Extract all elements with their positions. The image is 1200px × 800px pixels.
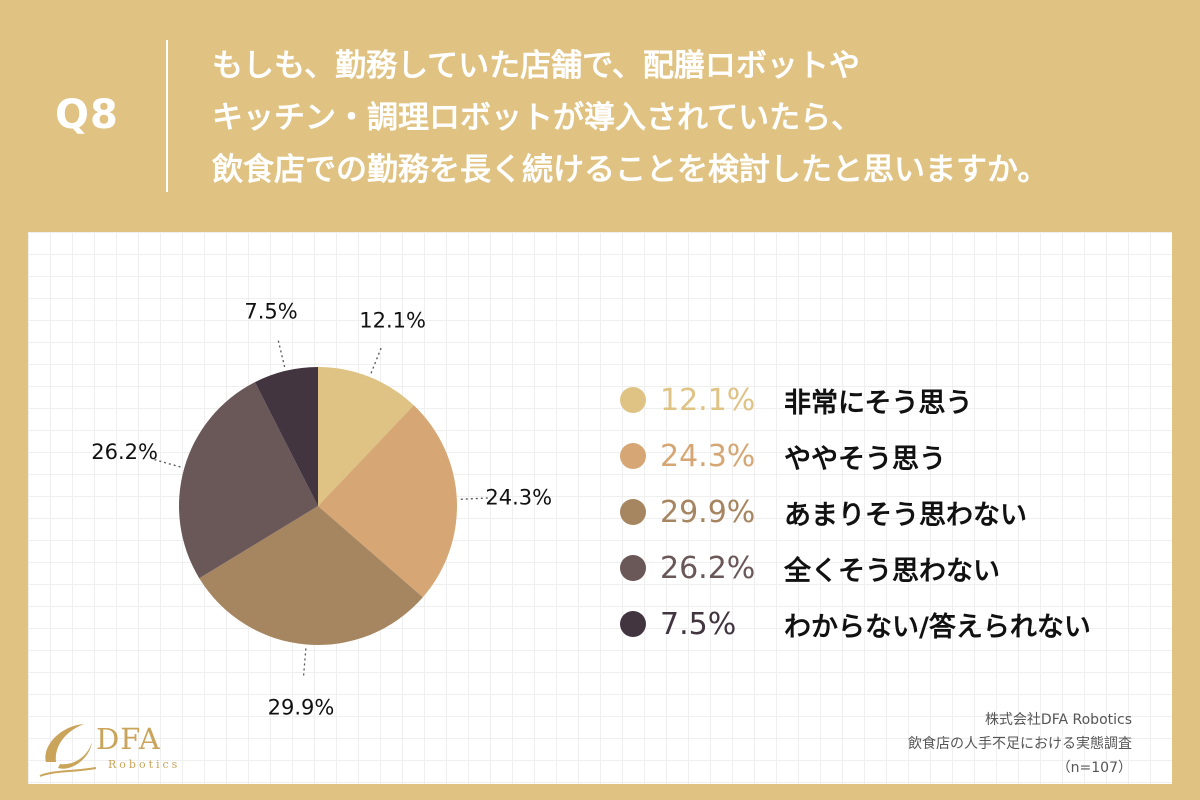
chart-panel: 12.1% 24.3% 29.9% 26.2% 7.5% 12.1% 非常にそう思う 2… <box>28 232 1172 784</box>
logo-name: DFA <box>96 722 161 756</box>
legend-label: 全くそう思わない <box>784 555 1000 587</box>
pie-leader-line <box>370 345 383 374</box>
legend-item: 7.5% わからない/答えられない <box>620 596 1160 652</box>
pie-slice <box>318 405 458 598</box>
source-note: 株式会社DFA Robotics 飲食店の人手不足における実態調査 （n=107… <box>908 708 1132 780</box>
legend-label: 非常にそう思う <box>784 387 973 419</box>
legend-label: わからない/答えられない <box>784 611 1091 643</box>
company-name: 株式会社DFA Robotics <box>984 712 1132 728</box>
legend-swatch <box>620 555 646 581</box>
legend-percent: 12.1% <box>660 382 756 418</box>
dfa-logo: DFA Robotics <box>38 718 208 782</box>
pie-leader-line <box>151 458 181 468</box>
sample-size: （n=107） <box>1056 760 1132 776</box>
legend-item: 24.3% ややそう思う <box>620 428 1160 484</box>
pie-chart: 12.1% 24.3% 29.9% 26.2% 7.5% <box>91 300 552 720</box>
pie-data-label: 26.2% <box>91 440 158 464</box>
pie-slice <box>199 506 423 645</box>
legend-item: 29.9% あまりそう思わない <box>620 484 1160 540</box>
legend-item: 12.1% 非常にそう思う <box>620 372 1160 428</box>
legend-label: ややそう思う <box>784 443 946 475</box>
pie-leader-line <box>460 497 491 500</box>
legend: 12.1% 非常にそう思う 24.3% ややそう思う 29.9% あまりそう思わ… <box>620 372 1160 652</box>
question-line-3: 飲食店での勤務を長く続けることを検討したと思いますか。 <box>212 152 1049 188</box>
pie-leader-line <box>302 648 307 679</box>
legend-percent: 26.2% <box>660 550 756 586</box>
legend-percent: 24.3% <box>660 438 756 474</box>
pie-slice <box>318 367 414 506</box>
legend-label: あまりそう思わない <box>784 499 1027 531</box>
pie-slice <box>178 382 318 579</box>
question-number: Q8 <box>55 92 119 138</box>
pie-data-label: 29.9% <box>268 695 335 719</box>
legend-swatch <box>620 499 646 525</box>
legend-swatch <box>620 387 646 413</box>
legend-percent: 29.9% <box>660 494 756 530</box>
logo-mark-icon <box>39 724 97 777</box>
pie-leader-line <box>276 337 286 368</box>
question-line-2: キッチン・調理ロボットが導入されていたら、 <box>212 100 863 136</box>
header-divider <box>166 40 168 192</box>
survey-title: 飲食店の人手不足における実態調査 <box>908 736 1132 752</box>
legend-item: 26.2% 全くそう思わない <box>620 540 1160 596</box>
legend-percent: 7.5% <box>660 606 737 642</box>
logo-subtitle: Robotics <box>108 758 181 771</box>
pie-slice <box>254 367 318 506</box>
header: Q8 もしも、勤務していた店舗で、配膳ロボットや キッチン・調理ロボットが導入さ… <box>0 0 1200 232</box>
question-line-1: もしも、勤務していた店舗で、配膳ロボットや <box>212 48 860 84</box>
question-text: もしも、勤務していた店舗で、配膳ロボットや キッチン・調理ロボットが導入されてい… <box>212 40 1172 196</box>
legend-swatch <box>620 611 646 637</box>
legend-swatch <box>620 443 646 469</box>
pie-data-label: 12.1% <box>359 308 426 332</box>
pie-data-label: 7.5% <box>244 300 297 324</box>
pie-data-label: 24.3% <box>485 486 552 510</box>
